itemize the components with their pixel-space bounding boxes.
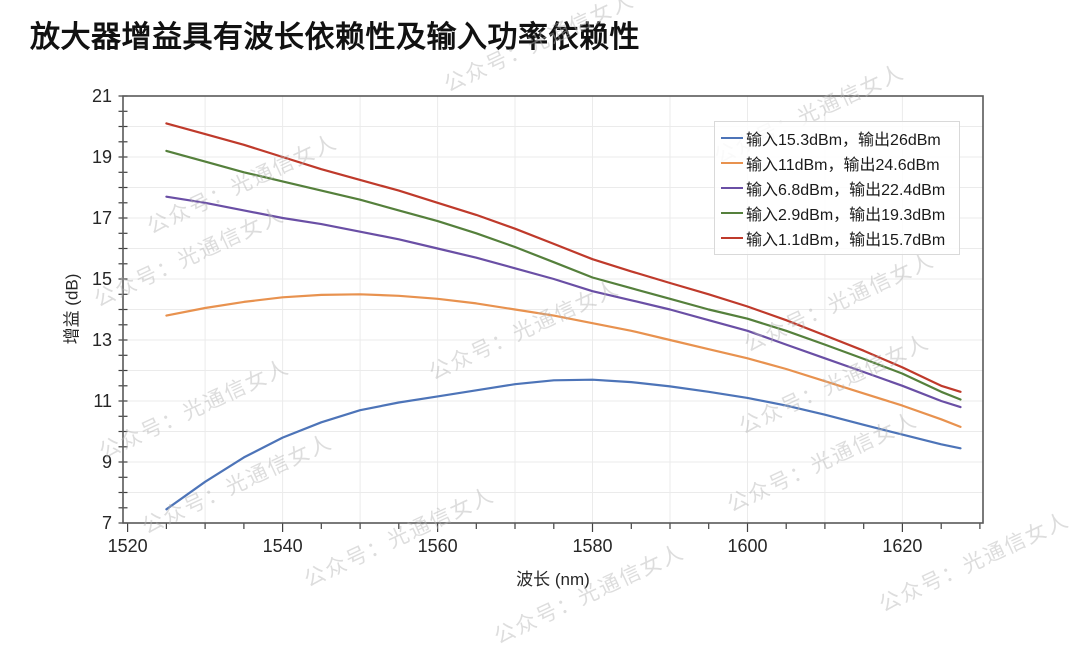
page-title: 放大器增益具有波长依赖性及输入功率依赖性 <box>30 21 640 54</box>
legend-label: 输入11dBm，输出24.6dBm <box>746 157 940 175</box>
slide-background <box>0 0 1080 607</box>
x-tick-label: 1560 <box>418 536 458 556</box>
legend-entry: 输入6.8dBm，输出22.4dBm <box>721 176 953 201</box>
legend: 输入15.3dBm，输出26dBm 输入11dBm，输出24.6dBm 输入6.8d… <box>714 121 960 255</box>
y-tick-label: 17 <box>92 208 112 228</box>
legend-label: 输入15.3dBm，输出26dBm <box>746 132 941 150</box>
y-tick-label: 9 <box>102 452 112 472</box>
y-tick-label: 11 <box>93 391 112 411</box>
legend-entry: 输入15.3dBm，输出26dBm <box>721 126 953 151</box>
series-line <box>165 293 962 428</box>
legend-label: 输入6.8dBm，输出22.4dBm <box>746 181 946 199</box>
gain-vs-wavelength-chart: 1520 1540 1560 1580 1600 1620 7 9 11 13 15 17 19 21 <box>92 86 984 556</box>
x-axis-label: 波长 (nm) <box>516 570 590 589</box>
legend-line-swatch <box>721 162 743 165</box>
y-tick-label: 7 <box>102 513 112 533</box>
x-tick-label: 1580 <box>572 536 612 556</box>
legend-entry: 输入2.9dBm，输出19.3dBm <box>721 200 953 225</box>
plot-border <box>122 95 984 524</box>
series-line <box>165 149 962 401</box>
x-tick-label: 1540 <box>263 536 303 556</box>
legend-line-swatch <box>721 137 743 140</box>
legend-line-swatch <box>721 236 743 239</box>
y-tick-label: 13 <box>92 330 112 350</box>
legend-entry: 输入1.1dBm，输出15.7dBm <box>721 225 953 250</box>
y-tick-label: 21 <box>92 86 112 106</box>
x-tick-label: 1520 <box>108 536 148 556</box>
x-tick-label: 1600 <box>727 536 767 556</box>
legend-label: 输入1.1dBm，输出15.7dBm <box>746 231 946 249</box>
y-axis-label: 增益 (dB) <box>62 273 82 345</box>
series-line <box>165 122 962 393</box>
y-tick-label: 15 <box>92 269 112 289</box>
legend-line-swatch <box>721 211 743 214</box>
series-line <box>165 378 962 511</box>
series-line <box>165 195 962 409</box>
x-tick-label: 1620 <box>882 536 922 556</box>
legend-label: 输入2.9dBm，输出19.3dBm <box>746 206 946 224</box>
legend-entry: 输入11dBm，输出24.6dBm <box>721 151 953 176</box>
legend-line-swatch <box>721 186 743 189</box>
y-tick-label: 19 <box>92 147 112 167</box>
